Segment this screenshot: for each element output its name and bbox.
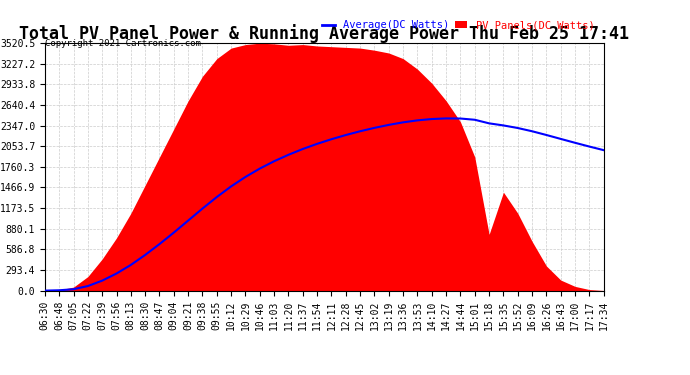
Text: Copyright 2021 Cartronics.com: Copyright 2021 Cartronics.com [45,39,201,48]
Legend: Average(DC Watts), PV Panels(DC Watts): Average(DC Watts), PV Panels(DC Watts) [318,16,598,34]
Title: Total PV Panel Power & Running Average Power Thu Feb 25 17:41: Total PV Panel Power & Running Average P… [19,24,629,43]
